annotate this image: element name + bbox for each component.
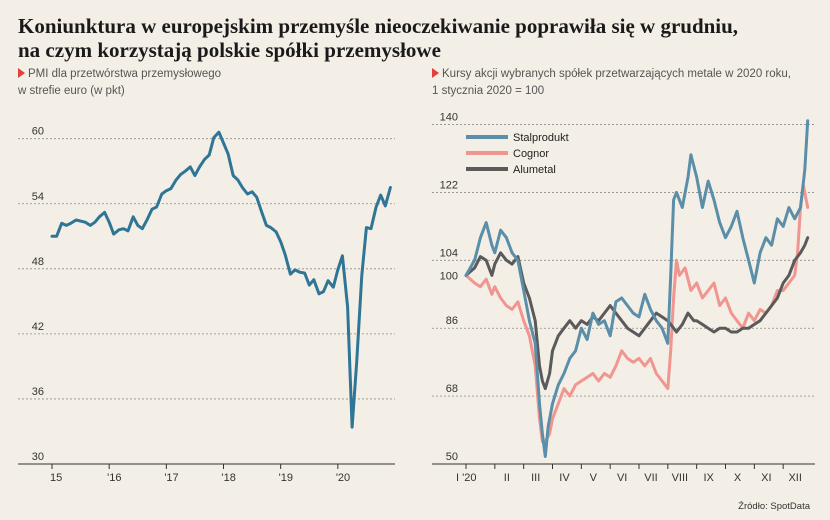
y-tick-label: 48 [32,256,44,268]
y-tick-label: 122 [440,179,458,191]
left-subtitle-line-1: PMI dla przetwórstwa przemysłowego [28,68,222,80]
x-tick-label: '18 [222,472,236,484]
x-tick-label: X [734,472,742,484]
x-tick-label: XI [761,472,771,484]
y-tick-label: 36 [32,386,44,398]
y-tick-label: 140 [440,112,458,124]
x-tick-label: VIII [672,472,689,484]
red-triangle-icon [432,68,439,78]
series-line-cognor [464,183,810,443]
x-tick-label: '17 [164,472,178,484]
legend-label-cognor: Cognor [513,148,549,160]
x-tick-label: '19 [279,472,293,484]
x-tick-label: '20 [336,472,350,484]
left-subtitle-line-2: w strefie euro (w pkt) [18,85,125,97]
x-tick-label: III [531,472,540,484]
x-tick-label: IX [703,472,714,484]
x-tick-label: '16 [107,472,121,484]
x-tick-label: I '20 [456,472,476,484]
pmi-chart: 60 54 48 42 36 30 15 '16 '17 '18 '19 '20 [18,126,395,484]
y-tick-label: 42 [32,321,44,333]
x-tick-label: II [504,472,510,484]
right-subtitle-line-1: Kursy akcji wybranych spółek przetwarzaj… [442,68,791,80]
headline: Koniunktura w europejskim przemyśle nieo… [18,14,818,62]
pmi-series-line [50,130,392,429]
x-tick-label: VII [644,472,657,484]
right-subtitle-line-2: 1 stycznia 2020 = 100 [432,85,545,97]
x-tick-label: VI [617,472,627,484]
y-tick-label: 100 [440,270,458,282]
legend-label-alumetal: Alumetal [513,164,556,176]
source-note: Źródło: SpotData [738,501,810,512]
y-tick-label: 50 [446,451,458,463]
headline-line-2: na czym korzystają polskie spółki przemy… [18,38,441,62]
series-line-alumetal [464,236,810,391]
x-tick-label: XII [788,472,801,484]
legend-label-stalprodukt: Stalprodukt [513,132,569,144]
y-tick-label: 30 [32,451,44,463]
y-tick-label: 60 [32,126,44,138]
headline-line-1: Koniunktura w europejskim przemyśle nieo… [18,14,739,38]
series-line-stalprodukt [464,119,810,458]
x-tick-label: V [590,472,598,484]
y-tick-label: 54 [32,191,44,203]
red-triangle-icon [18,68,25,78]
y-tick-label: 104 [440,247,458,259]
left-chart-subtitle: PMI dla przetwórstwa przemysłowego w str… [18,66,398,100]
x-tick-label: 15 [50,472,62,484]
right-chart-subtitle: Kursy akcji wybranych spółek przetwarzaj… [432,66,822,100]
y-tick-label: 68 [446,383,458,395]
y-tick-label: 86 [446,315,458,327]
x-tick-label: IV [559,472,570,484]
